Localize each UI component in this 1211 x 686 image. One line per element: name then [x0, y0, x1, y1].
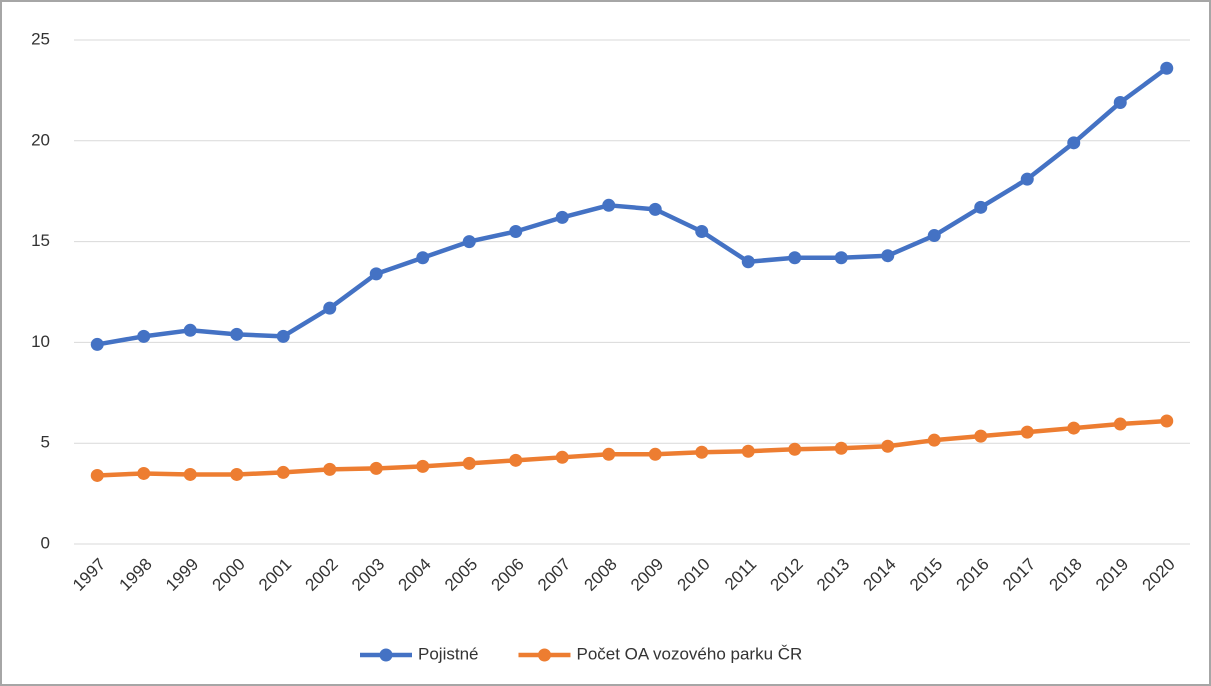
data-point [230, 467, 244, 481]
data-point [1160, 61, 1174, 75]
data-point [648, 447, 662, 461]
data-point [1113, 417, 1127, 431]
data-point [509, 225, 523, 239]
data-point [1067, 421, 1081, 435]
data-point [555, 210, 569, 224]
series-line [97, 418, 1167, 478]
legend-label: Počet OA vozového parku ČR [576, 644, 802, 663]
data-point [1020, 425, 1034, 439]
data-point [648, 202, 662, 216]
y-tick-label: 20 [31, 130, 50, 149]
data-point [90, 468, 104, 482]
data-point [741, 255, 755, 269]
y-tick-label: 5 [41, 433, 50, 452]
data-point [834, 441, 848, 455]
legend-marker [537, 648, 551, 662]
data-point [462, 235, 476, 249]
data-point [1113, 95, 1127, 109]
data-point [323, 301, 337, 315]
data-point [137, 466, 151, 480]
y-tick-label: 0 [41, 533, 50, 552]
data-point [555, 450, 569, 464]
data-point [927, 433, 941, 447]
data-point [183, 323, 197, 337]
data-point [695, 445, 709, 459]
data-point [137, 329, 151, 343]
data-point [90, 337, 104, 351]
data-point [602, 198, 616, 212]
data-point [369, 461, 383, 475]
data-point [834, 251, 848, 265]
data-point [1160, 414, 1174, 428]
data-point [974, 200, 988, 214]
data-point [369, 267, 383, 281]
data-point [276, 329, 290, 343]
data-point [602, 447, 616, 461]
data-point [1067, 136, 1081, 150]
data-point [788, 251, 802, 265]
data-point [230, 327, 244, 341]
data-point [509, 453, 523, 467]
data-point [416, 459, 430, 473]
data-point [462, 456, 476, 470]
data-point [881, 249, 895, 263]
data-point [416, 251, 430, 265]
y-tick-label: 10 [31, 332, 50, 351]
legend-marker [379, 648, 393, 662]
legend-label: Pojistné [418, 644, 478, 663]
data-point [974, 429, 988, 443]
data-point [1020, 172, 1034, 186]
data-point [695, 225, 709, 239]
y-tick-label: 25 [31, 29, 50, 48]
data-point [323, 462, 337, 476]
data-point [927, 229, 941, 243]
data-point [183, 467, 197, 481]
data-point [276, 465, 290, 479]
series-line [96, 66, 1169, 347]
data-point [741, 444, 755, 458]
data-point [788, 442, 802, 456]
data-point [881, 439, 895, 453]
y-tick-label: 15 [31, 231, 50, 250]
